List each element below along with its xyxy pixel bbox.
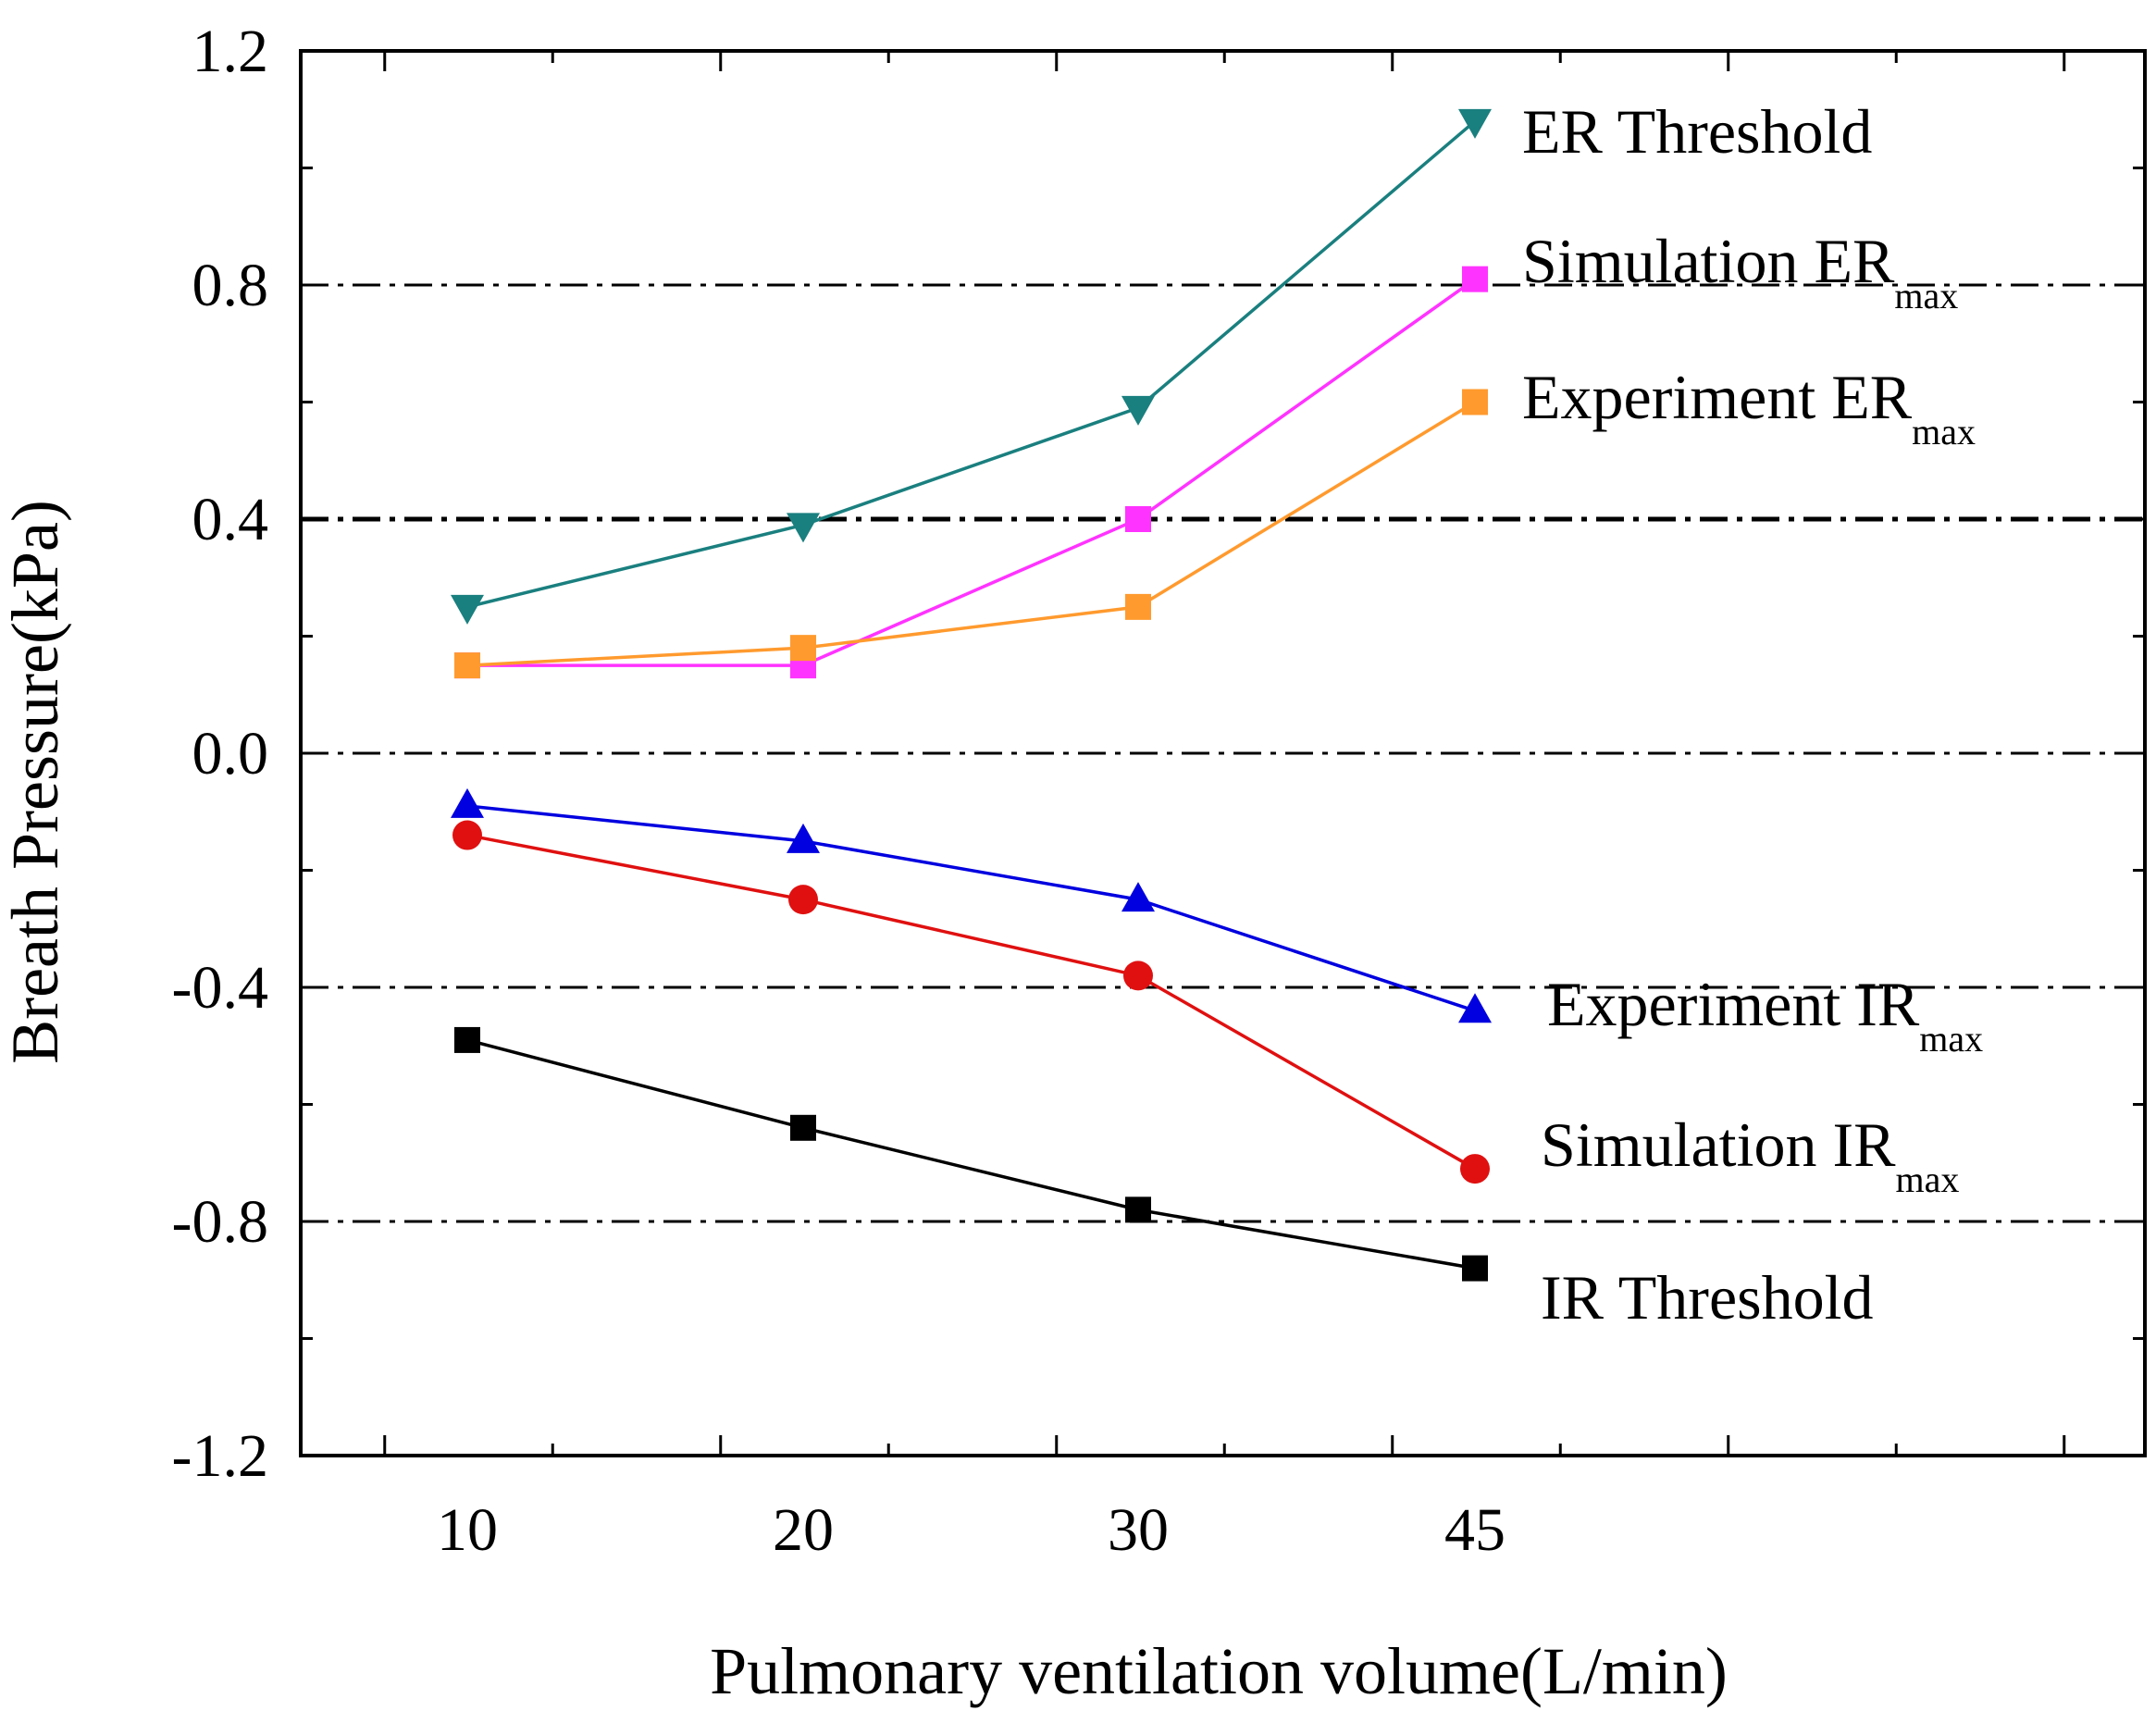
y-tick-label: 0.8 bbox=[192, 252, 269, 319]
data-point bbox=[1462, 1255, 1488, 1282]
series-label-subscript: max bbox=[1919, 1018, 1983, 1060]
series-label: Simulation ERmax bbox=[1522, 226, 1958, 316]
data-point bbox=[788, 885, 818, 915]
data-point bbox=[1123, 961, 1153, 991]
series-label: Experiment ERmax bbox=[1522, 362, 1976, 452]
axis-ticks bbox=[301, 49, 2145, 1457]
y-tick-label: 1.2 bbox=[192, 18, 269, 85]
data-point bbox=[451, 787, 484, 818]
data-point bbox=[1121, 882, 1155, 912]
data-point bbox=[1121, 395, 1155, 426]
y-tick-label: -1.2 bbox=[172, 1422, 268, 1490]
series-label-subscript: max bbox=[1912, 411, 1976, 452]
data-point bbox=[1458, 108, 1492, 139]
series-line bbox=[466, 401, 1476, 667]
x-tick-label: 20 bbox=[773, 1496, 834, 1564]
data-point bbox=[1462, 266, 1488, 292]
y-tick-label: -0.4 bbox=[172, 954, 268, 1022]
data-point bbox=[454, 1026, 480, 1053]
series-label: Experiment IRmax bbox=[1547, 969, 1983, 1060]
x-tick-label: 45 bbox=[1444, 1496, 1505, 1564]
series-line bbox=[466, 833, 1476, 1171]
series-label: Simulation IRmax bbox=[1541, 1109, 1959, 1200]
series-line bbox=[466, 804, 1476, 1012]
series-label-subscript: max bbox=[1894, 275, 1958, 316]
x-tick-label: 30 bbox=[1108, 1496, 1169, 1564]
x-tick-labels: 10 20 30 45 bbox=[437, 1496, 1505, 1564]
series-line bbox=[467, 278, 1477, 667]
y-tick-label: -0.8 bbox=[172, 1188, 268, 1256]
data-point bbox=[1125, 1196, 1151, 1223]
series-label: ER Threshold bbox=[1522, 96, 1872, 167]
data-point bbox=[454, 652, 480, 679]
data-point bbox=[1462, 389, 1488, 415]
y-tick-label: 0.0 bbox=[192, 720, 269, 787]
data-point bbox=[1125, 506, 1151, 532]
series-label-subscript: max bbox=[1895, 1159, 1959, 1200]
data-point bbox=[790, 1114, 816, 1141]
series-labels: ER Threshold Simulation ERmax Experiment E… bbox=[1522, 96, 1983, 1333]
data-point bbox=[787, 513, 820, 543]
y-tick-labels: 1.2 0.8 0.4 0.0 -0.4 -0.8 -1.2 bbox=[172, 18, 268, 1490]
x-axis-title: Pulmonary ventilation volume(L/min) bbox=[710, 1634, 1728, 1708]
series-line bbox=[466, 1038, 1476, 1271]
x-tick-label: 10 bbox=[437, 1496, 498, 1564]
y-axis-title: Breath Pressure(kPa) bbox=[0, 500, 72, 1064]
data-point bbox=[790, 635, 816, 662]
y-tick-label: 0.4 bbox=[192, 486, 269, 553]
series-layer bbox=[451, 108, 1492, 1282]
series-label: IR Threshold bbox=[1541, 1262, 1874, 1333]
data-point bbox=[1458, 993, 1492, 1023]
series-line bbox=[466, 119, 1477, 609]
data-point bbox=[787, 823, 820, 853]
data-point bbox=[1460, 1154, 1490, 1184]
data-point bbox=[452, 820, 482, 850]
data-point bbox=[1125, 593, 1151, 620]
data-point bbox=[451, 594, 484, 625]
reference-lines bbox=[301, 283, 2145, 1223]
